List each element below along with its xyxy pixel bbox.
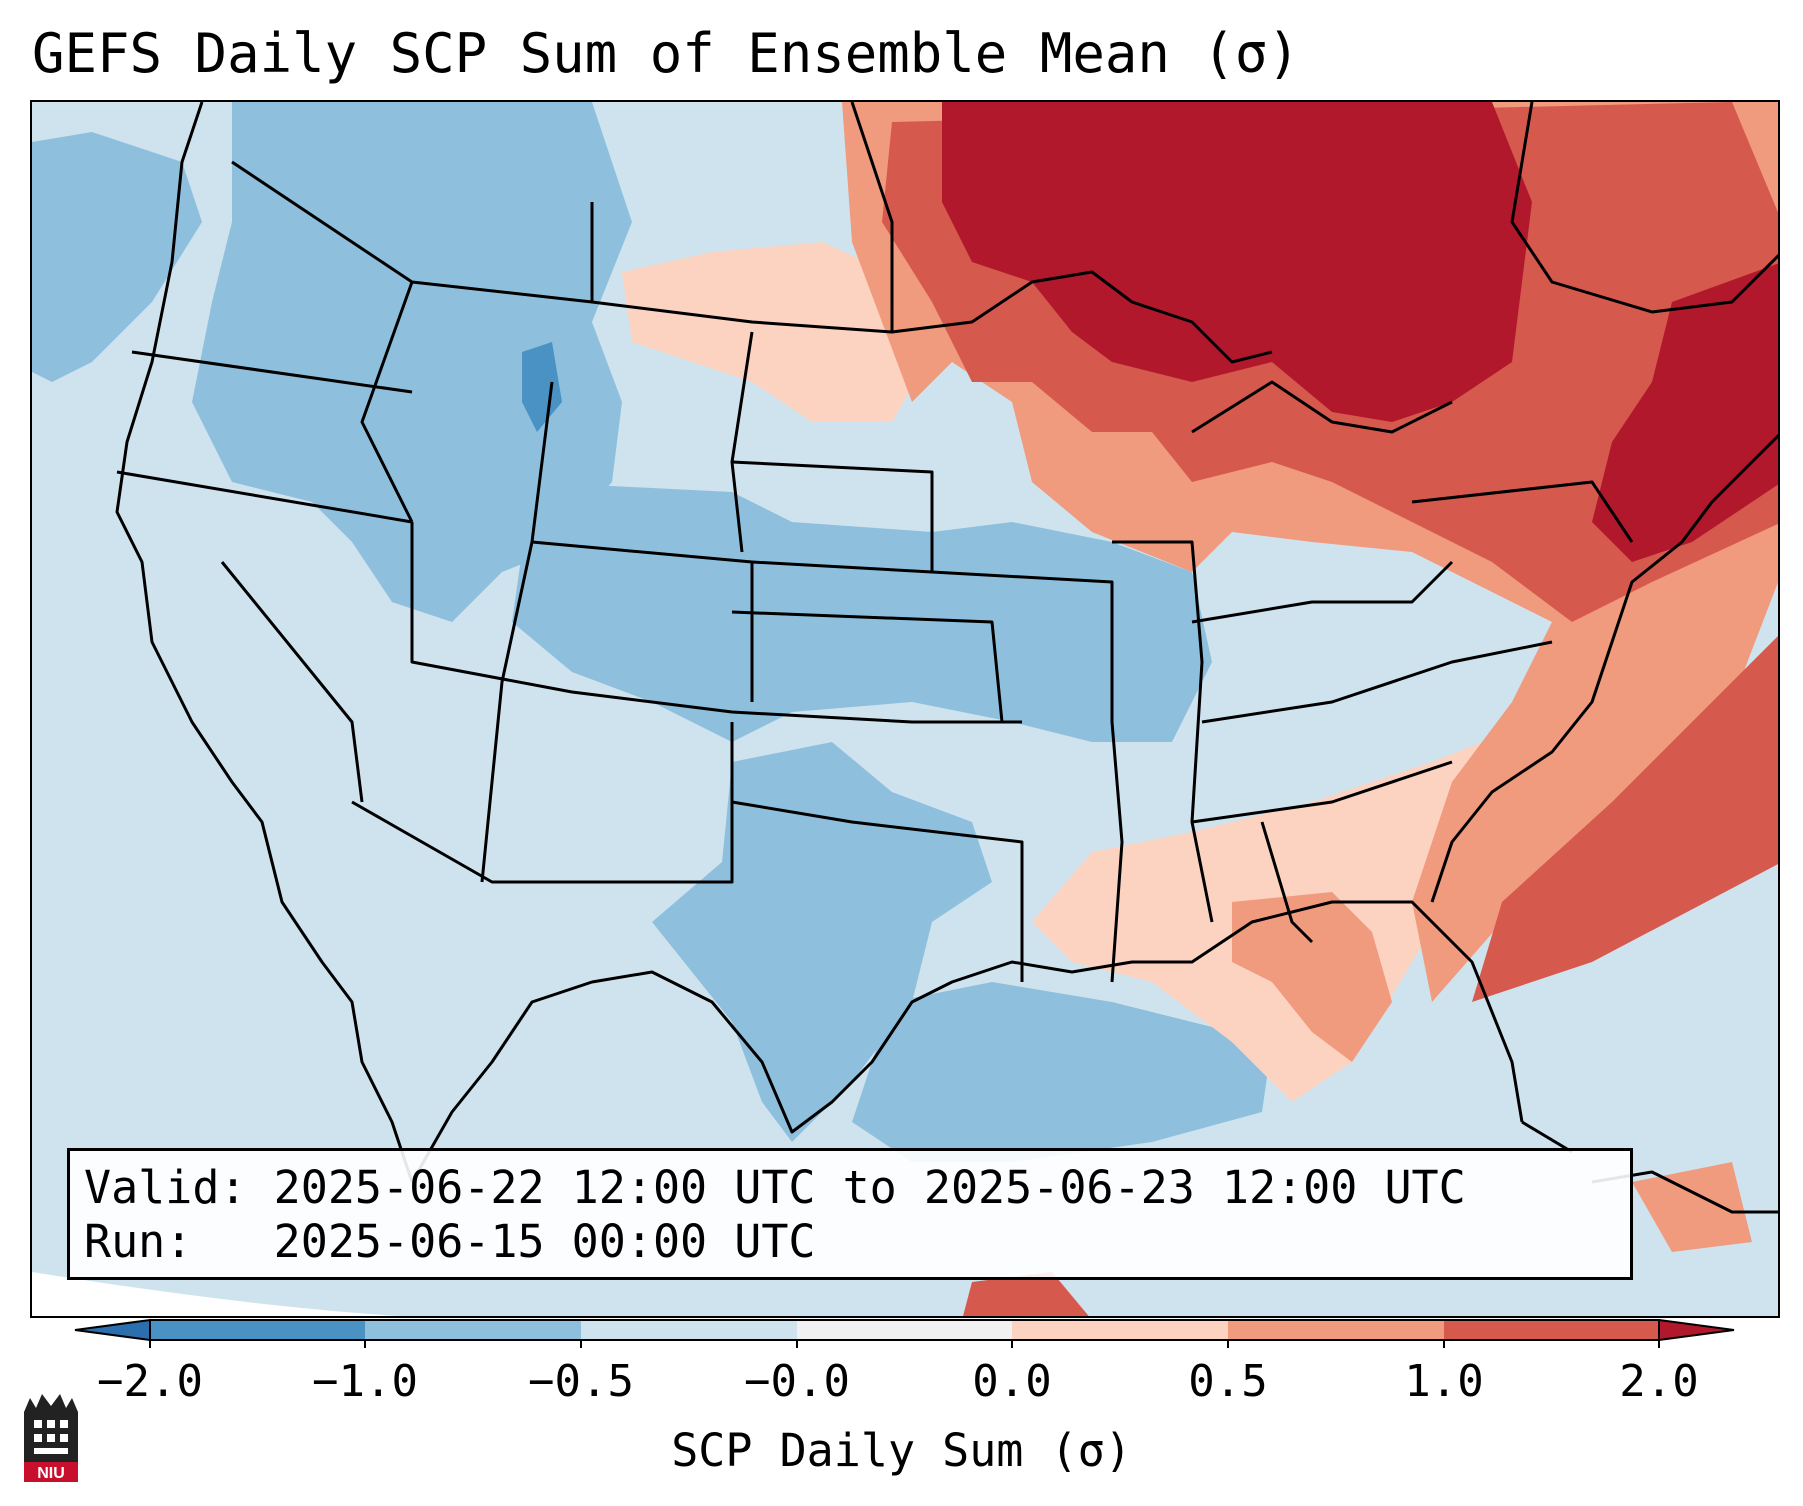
colorbar-frame xyxy=(149,1319,1660,1341)
atlantic-coastline xyxy=(1430,433,1778,903)
valid-time-range: 2025-06-22 12:00 UTC to 2025-06-23 12:00… xyxy=(273,1161,1466,1214)
colorbar: −2.0 −1.0 −0.5 −0.0 0.0 0.5 1.0 2.0 xyxy=(74,1318,1735,1407)
great-lakes-shoreline xyxy=(1191,380,1453,434)
florida-keys xyxy=(1521,1120,1573,1154)
run-label: Run: xyxy=(84,1215,247,1268)
colorbar-tick-label: −2.0 xyxy=(97,1356,203,1407)
canada-us-border-west xyxy=(231,160,593,304)
map-panel xyxy=(30,100,1780,1318)
ks-border xyxy=(731,610,1004,723)
colorbar-bin-6 xyxy=(1228,1320,1444,1340)
projection-edge-sw xyxy=(32,1272,399,1316)
colorbar-bin-5 xyxy=(1012,1320,1228,1340)
niu-logo-icon: NIU xyxy=(24,1394,78,1482)
idaho-border xyxy=(360,281,414,523)
bahamas-positive-area xyxy=(1632,1162,1752,1252)
canada-us-border-east xyxy=(891,270,1273,364)
dakotas-light-area xyxy=(622,242,932,422)
forecast-info-box: Valid: 2025-06-22 12:00 UTC to 2025-06-2… xyxy=(67,1148,1633,1280)
ny-pa-border xyxy=(1411,480,1634,543)
ca-nv-diagonal-border xyxy=(220,561,364,803)
colorbar-tick-label: −0.5 xyxy=(528,1356,634,1407)
oh-pa-border xyxy=(1191,560,1454,624)
quebec-border xyxy=(1510,102,1778,314)
southern-tier-border-1 xyxy=(410,522,1022,724)
wyoming-core-area xyxy=(522,342,562,432)
colorbar-tick-label: −1.0 xyxy=(312,1356,418,1407)
or-ca-nv-border xyxy=(116,470,413,524)
tn-ga-border xyxy=(1191,760,1453,824)
run-time: 2025-06-15 00:00 UTC xyxy=(273,1215,816,1268)
new-england-strong-area xyxy=(1592,263,1778,562)
valid-label: Valid: xyxy=(84,1161,247,1214)
gulf-of-mexico-area xyxy=(852,982,1272,1162)
gulf-coastline xyxy=(410,900,1524,1183)
wa-or-border xyxy=(131,350,413,394)
colorbar-bin-7 xyxy=(1444,1320,1659,1340)
az-nm-border xyxy=(351,722,734,884)
colorbar-tick-label: −0.0 xyxy=(744,1356,850,1407)
forecast-map xyxy=(32,102,1778,1316)
map-title: GEFS Daily SCP Sum of Ensemble Mean (σ) xyxy=(32,22,1300,85)
texas-area xyxy=(652,742,992,1142)
colorbar-extend-low xyxy=(74,1318,151,1342)
pacific-nw-offshore-area xyxy=(32,132,202,382)
atlantic-offshore-strong-area xyxy=(1472,636,1778,1002)
colorbar-tick-label: 2.0 xyxy=(1619,1356,1698,1407)
colorbar-tick-label: 0.0 xyxy=(972,1356,1051,1407)
colorbar-label: SCP Daily Sum (σ) xyxy=(671,1424,1132,1477)
colorbar-tick-label: 1.0 xyxy=(1404,1356,1483,1407)
cuba-positive-area xyxy=(963,1272,1089,1316)
mo-ar-border xyxy=(931,570,1124,983)
al-ga-border xyxy=(1260,821,1314,944)
colorbar-tick-marks xyxy=(149,1340,1660,1348)
pacific-coastline xyxy=(115,102,414,1183)
northern-rockies-area xyxy=(192,102,632,622)
il-in-border xyxy=(1112,540,1214,923)
negative-anomaly-regions xyxy=(32,102,1272,1162)
central-plains-area xyxy=(512,482,1212,742)
colorbar-bin-4 xyxy=(797,1320,1012,1340)
boundaries xyxy=(115,102,1778,1214)
sd-ne-border xyxy=(731,460,934,574)
colorbar-bin-3 xyxy=(581,1320,797,1340)
ontario-quebec-strong-area xyxy=(942,102,1532,422)
logo-text: NIU xyxy=(37,1465,65,1482)
colorbar-tick-label: 0.5 xyxy=(1188,1356,1267,1407)
ut-co-border xyxy=(480,381,554,883)
colorbar-bin-2 xyxy=(365,1320,581,1340)
colorbar-extend-high xyxy=(1658,1318,1735,1342)
montana-dakota-border xyxy=(590,102,894,334)
ky-tn-va-border xyxy=(1201,640,1553,724)
colorbar-bin-1 xyxy=(150,1320,365,1340)
florida-panhandle-area xyxy=(1232,892,1392,1062)
